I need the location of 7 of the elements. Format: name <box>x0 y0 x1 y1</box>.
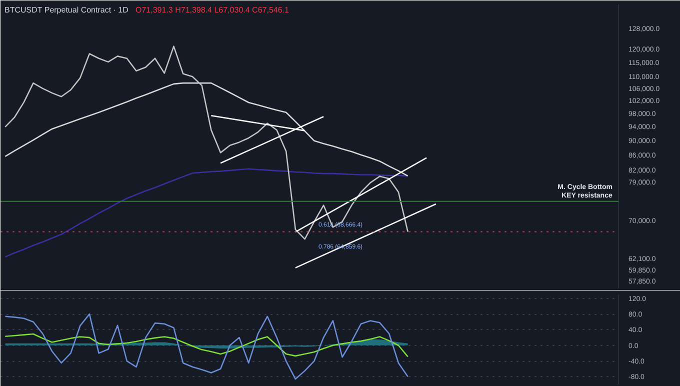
line-series <box>4 313 408 380</box>
line-series <box>4 46 408 240</box>
line-series <box>4 333 408 358</box>
line-series <box>4 82 408 177</box>
line-series <box>4 168 408 258</box>
chart-title: BTCUSDT Perpetual Contract · 1D <box>4 6 129 14</box>
annotation: O71,391.3 H71,398.4 L67,030.4 C67,546.1 <box>136 6 290 14</box>
